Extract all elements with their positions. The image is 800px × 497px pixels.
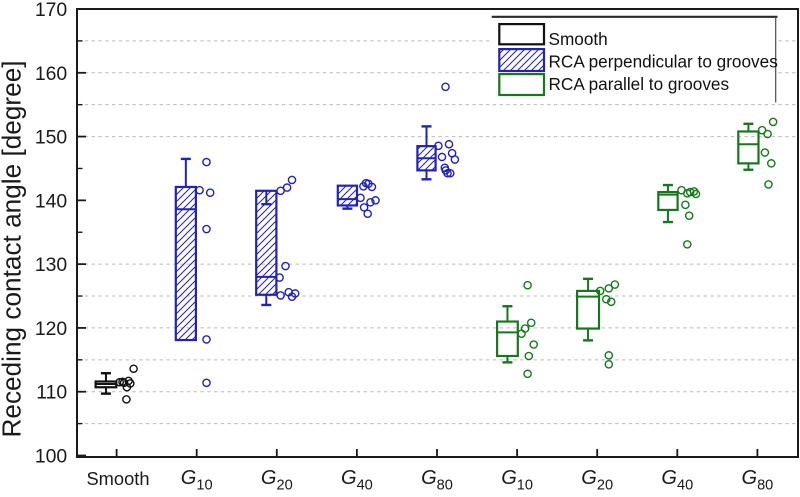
svg-text:G20: G20 (581, 467, 613, 492)
svg-text:100: 100 (35, 446, 68, 468)
svg-text:150: 150 (35, 127, 68, 149)
svg-text:RCA parallel to grooves: RCA parallel to grooves (549, 74, 730, 94)
svg-text:Receding contact angle [degree: Receding contact angle [degree] (0, 60, 27, 437)
svg-text:G80: G80 (742, 467, 774, 492)
svg-text:G20: G20 (261, 467, 293, 492)
svg-text:G40: G40 (661, 467, 693, 492)
svg-text:Smooth: Smooth (86, 468, 149, 489)
svg-text:160: 160 (35, 63, 68, 85)
svg-text:G80: G80 (421, 467, 453, 492)
svg-text:G10: G10 (181, 467, 213, 492)
svg-text:120: 120 (35, 318, 68, 340)
svg-text:Smooth: Smooth (549, 29, 608, 49)
svg-text:170: 170 (35, 0, 68, 21)
svg-text:110: 110 (36, 382, 67, 404)
svg-text:130: 130 (35, 254, 68, 276)
svg-text:RCA perpendicular to grooves: RCA perpendicular to grooves (549, 51, 778, 71)
svg-text:G40: G40 (341, 467, 373, 492)
svg-text:G10: G10 (501, 467, 533, 492)
svg-text:140: 140 (35, 190, 68, 212)
